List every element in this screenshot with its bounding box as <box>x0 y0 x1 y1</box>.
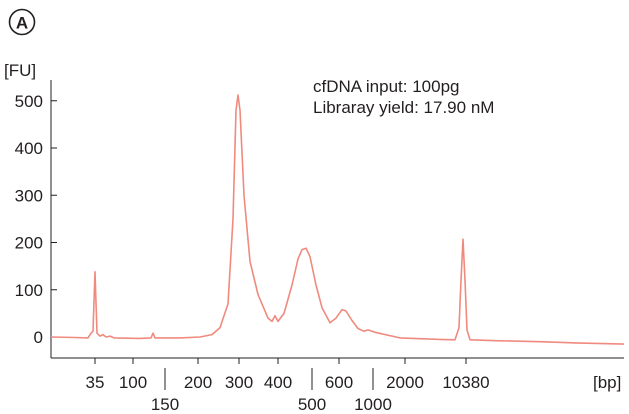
peak-point <box>364 329 366 331</box>
x-tick-label: 1000 <box>354 395 392 414</box>
x-tick-label: 10380 <box>442 373 489 392</box>
x-tick-label: 2000 <box>386 373 424 392</box>
peak-point <box>94 271 96 273</box>
y-tick-label: 200 <box>15 234 43 253</box>
peak-point <box>305 247 307 249</box>
x-tick-label: 150 <box>151 395 179 414</box>
annotation-input: cfDNA input: 100pg <box>313 77 459 96</box>
peak-points <box>94 94 464 338</box>
x-tick-label: 300 <box>225 373 253 392</box>
peak-point <box>462 238 464 240</box>
x-axis-label: [bp] <box>593 373 621 392</box>
panel-label: A <box>16 14 28 33</box>
y-tick-label: 0 <box>34 328 43 347</box>
annotation-yield: Libraray yield: 17.90 nM <box>313 98 494 117</box>
x-axis-ticks: 35 100 200 300 400 600 2000 10380 150 500 1000 <box>86 358 490 414</box>
x-tick-label: 100 <box>119 373 147 392</box>
y-axis-label: [FU] <box>4 61 36 80</box>
x-tick-label: 200 <box>184 373 212 392</box>
peak-point <box>164 332 166 334</box>
y-axis-ticks: 0 100 200 300 400 500 <box>15 92 57 347</box>
peak-point <box>342 309 344 311</box>
y-tick-label: 300 <box>15 186 43 205</box>
y-tick-label: 100 <box>15 281 43 300</box>
x-tick-label: 600 <box>325 373 353 392</box>
y-tick-label: 400 <box>15 139 43 158</box>
y-tick-label: 500 <box>15 92 43 111</box>
peak-point <box>164 335 166 337</box>
x-tick-label: 500 <box>298 395 326 414</box>
data-line <box>50 94 625 345</box>
x-tick-label: 400 <box>264 373 292 392</box>
peak-point <box>275 316 277 318</box>
x-tick-label: 35 <box>86 373 105 392</box>
peak-point <box>197 336 199 338</box>
peak-point <box>237 94 239 96</box>
panel-label-circle <box>8 8 36 36</box>
